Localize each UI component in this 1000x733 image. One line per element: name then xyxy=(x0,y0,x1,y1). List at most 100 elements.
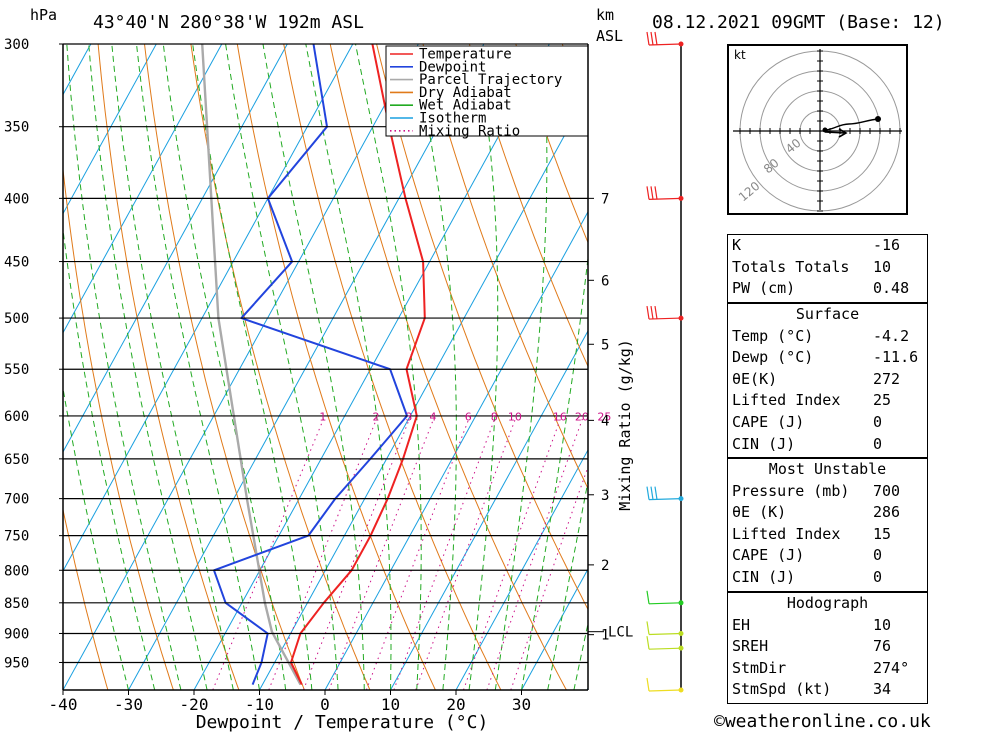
height-tick-label: 5 xyxy=(601,337,609,353)
hodograph-label: StmDir xyxy=(732,658,787,677)
wind-barb-shaft xyxy=(648,689,682,692)
dry-adiabat-line xyxy=(468,44,588,368)
mixing-ratio-axis-title: Mixing Ratio (g/kg) xyxy=(616,339,634,511)
dry-adiabat-line xyxy=(561,44,588,118)
mixing-ratio-label: 16 xyxy=(553,410,567,423)
most-unstable-value: 0 xyxy=(873,546,883,565)
isotherm-line xyxy=(193,44,550,690)
wind-barb-shaft xyxy=(648,602,682,605)
hodograph-start-dot xyxy=(822,127,828,133)
isotherm-line xyxy=(63,44,419,690)
most-unstable-row: CIN (J) 0 xyxy=(728,567,927,589)
most-unstable-value: 700 xyxy=(873,481,901,500)
dry-adiabat-line xyxy=(422,44,588,490)
hodograph-value: 10 xyxy=(873,615,892,634)
temperature-tick-label: 20 xyxy=(446,695,465,714)
most-unstable-label: CIN (J) xyxy=(732,567,796,586)
mixing-ratio-label: 4 xyxy=(429,410,436,423)
wet-adiabat-line xyxy=(547,478,588,690)
temperature-line xyxy=(290,44,426,686)
legend-label: Wet Adiabat xyxy=(419,98,512,114)
height-tick-label: 7 xyxy=(601,191,609,207)
most-unstable-value: 15 xyxy=(873,524,892,543)
surface-label: Lifted Index xyxy=(732,391,841,410)
surface-label: θE(K) xyxy=(732,369,778,388)
legend-label: Dry Adiabat xyxy=(419,85,512,101)
hodograph-label: EH xyxy=(732,615,751,634)
most-unstable-row: Pressure (mb) 700 xyxy=(728,481,927,503)
pressure-tick-label: 600 xyxy=(4,409,29,425)
wind-barb-shaft xyxy=(648,43,682,46)
pressure-tick-label: 550 xyxy=(4,362,29,378)
wind-barb xyxy=(646,31,684,47)
temperature-tick-label: -20 xyxy=(180,695,209,714)
legend-label: Isotherm xyxy=(419,111,486,127)
pressure-tick-label: 750 xyxy=(4,529,29,545)
surface-value: -4.2 xyxy=(873,326,910,345)
isotherm-line xyxy=(324,210,588,690)
surface-value: 0 xyxy=(873,434,883,453)
isotherm-line xyxy=(259,91,588,690)
height-tick-label: 3 xyxy=(601,488,609,504)
wet-adiabat-line xyxy=(225,44,339,690)
pressure-tick-label: 950 xyxy=(4,655,29,671)
pressure-tick-label: 500 xyxy=(4,311,29,327)
wind-barb-flag xyxy=(646,590,650,604)
wind-barb-shaft xyxy=(648,498,682,501)
mixing-ratio-label: 6 xyxy=(465,410,472,423)
height-tick-label: 2 xyxy=(601,558,609,574)
totals-value: 10 xyxy=(873,257,892,276)
wind-barb-flag xyxy=(650,31,654,46)
pressure-tick-label: 800 xyxy=(4,563,29,579)
hodograph-row: StmSpd (kt) 34 xyxy=(728,679,927,701)
wind-barb xyxy=(646,677,684,693)
wet-adiabat-line xyxy=(412,44,457,690)
surface-title: Surface xyxy=(795,305,860,323)
wet-adiabat-line xyxy=(468,44,499,690)
mixing-ratio-label: 1 xyxy=(319,410,326,423)
most-unstable-title: Most Unstable xyxy=(768,460,887,478)
datetime-title: 08.12.2021 09GMT (Base: 12) xyxy=(652,12,945,33)
wet-adiabat-line xyxy=(111,44,234,690)
mixing-ratio-label: 25 xyxy=(597,410,611,423)
pw-value: 0.48 xyxy=(873,279,910,298)
hodograph-ring-label: 40 xyxy=(783,136,804,157)
pressure-tick-label: 700 xyxy=(4,492,29,508)
legend-label: Temperature xyxy=(419,47,512,63)
hodograph-row: StmDir 274° xyxy=(728,658,927,680)
mixing-ratio-label: 8 xyxy=(491,410,498,423)
most-unstable-value: 0 xyxy=(873,567,883,586)
legend-label: Dewpoint xyxy=(419,59,486,75)
dry-adiabat-line xyxy=(329,44,567,690)
wet-adiabat-line xyxy=(88,44,208,690)
wind-barb-flag xyxy=(646,305,650,320)
dry-adiabat-line xyxy=(655,44,720,690)
legend-label: Mixing Ratio xyxy=(419,123,520,139)
dry-adiabat-line xyxy=(236,44,436,690)
mixing-ratio-line xyxy=(303,415,412,690)
hodograph-value: 34 xyxy=(873,680,892,699)
surface-label: CAPE (J) xyxy=(732,412,805,431)
legend-box xyxy=(385,45,589,137)
storm-motion-arrow xyxy=(824,128,848,138)
most-unstable-row: θE (K) 286 xyxy=(728,502,927,524)
mixing-ratio-line xyxy=(510,465,588,690)
lcl-label: LCL xyxy=(608,625,633,641)
wind-barb-flag xyxy=(646,31,650,46)
wind-barb-flag xyxy=(646,621,650,635)
surface-row: θE(K) 272 xyxy=(728,369,927,391)
wind-barb-flag xyxy=(650,186,654,200)
wet-adiabat-line xyxy=(262,44,365,690)
location-title: 43°40'N 280°38'W 192m ASL xyxy=(93,12,364,33)
dry-adiabat-line xyxy=(190,44,371,690)
mixing-ratio-label: 2 xyxy=(372,410,379,423)
surface-row: Temp (°C) -4.2 xyxy=(728,326,927,348)
dewpoint-line xyxy=(213,44,408,685)
wind-barb-shaft xyxy=(648,317,682,320)
hodograph-ring-label: 80 xyxy=(761,156,782,177)
wet-adiabat-line xyxy=(63,226,156,690)
dry-adiabat-line xyxy=(63,165,174,690)
surface-row: CAPE (J) 0 xyxy=(728,412,927,434)
wet-adiabat-line xyxy=(521,253,588,690)
hodograph-table-title: Hodograph xyxy=(786,594,869,612)
